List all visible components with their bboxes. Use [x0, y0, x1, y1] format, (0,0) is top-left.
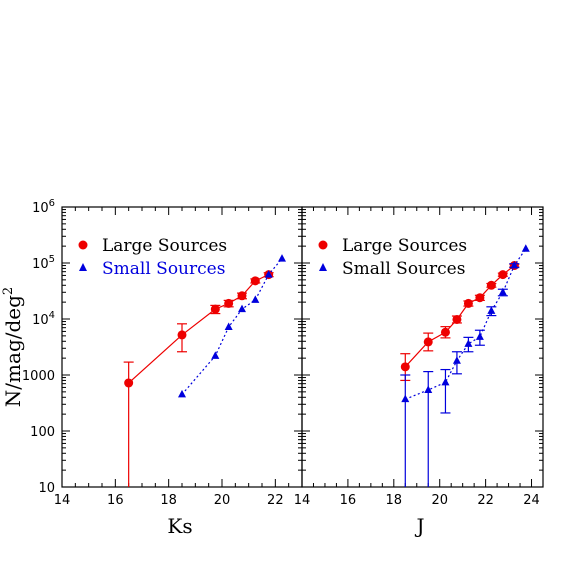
- legend-label: Small Sources: [342, 259, 465, 279]
- data-point: [498, 270, 508, 280]
- data-point: [178, 389, 186, 398]
- panel-left: 14 16 18 20 22 10 100 1000 104 105 106 Ks N/mag/deg2…: [1, 198, 303, 538]
- data-point: [521, 244, 530, 252]
- data-point: [224, 322, 233, 330]
- x-tick-label: 16: [340, 493, 357, 508]
- data-point: [452, 314, 462, 324]
- y-tick-label: 100: [30, 425, 55, 440]
- data-point: [487, 306, 496, 314]
- data-point: [498, 287, 507, 296]
- data-point: [400, 362, 410, 372]
- data-point: [463, 298, 473, 308]
- data-point: [238, 304, 246, 313]
- data-point: [250, 276, 260, 286]
- series-small-sources: Small Sources: [79, 254, 286, 398]
- data-point: [237, 291, 247, 301]
- x-axis-label: J: [414, 514, 424, 538]
- legend-label: Large Sources: [342, 236, 467, 256]
- y-tick-label: 106: [32, 198, 55, 216]
- y-tick-label: 1000: [22, 369, 55, 384]
- data-point: [452, 356, 461, 364]
- data-point: [251, 295, 260, 303]
- data-point: [441, 377, 450, 386]
- y-axis-label: N/mag/deg2: [1, 287, 25, 407]
- data-point: [440, 327, 450, 337]
- x-axis-label: Ks: [167, 514, 192, 538]
- data-point: [510, 261, 519, 269]
- data-point: [464, 339, 473, 347]
- legend-label: Small Sources: [102, 259, 225, 279]
- x-tick-label: 20: [214, 493, 231, 508]
- legend-label: Large Sources: [102, 236, 227, 256]
- y-tick-label: 105: [32, 254, 55, 272]
- x-tick-label: 14: [54, 493, 71, 508]
- data-point: [210, 304, 220, 314]
- data-point: [475, 293, 485, 303]
- data-point: [423, 337, 433, 347]
- data-point: [424, 385, 433, 393]
- x-tick-label: 22: [477, 493, 494, 508]
- series-large-sources: Large Sources: [78, 236, 274, 487]
- data-point: [177, 330, 187, 340]
- y-tick-label: 104: [32, 310, 55, 328]
- data-point: [124, 378, 134, 388]
- x-tick-label: 18: [160, 493, 177, 508]
- legend-marker: [78, 240, 88, 250]
- x-tick-label: 22: [267, 493, 284, 508]
- data-point: [401, 394, 410, 403]
- data-point: [486, 280, 496, 290]
- series-line: [405, 248, 527, 400]
- legend-marker: [79, 263, 87, 271]
- legend-marker: [319, 263, 327, 271]
- legend-marker: [318, 240, 328, 250]
- series-small-sources: Small Sources: [319, 244, 530, 487]
- x-tick-label: 24: [523, 493, 540, 508]
- x-tick-label: 14: [294, 493, 311, 508]
- plot-frame: [301, 206, 544, 488]
- x-tick-label: 16: [107, 493, 124, 508]
- data-point: [475, 332, 484, 340]
- data-point: [224, 298, 234, 308]
- data-point: [264, 270, 273, 278]
- data-point: [211, 351, 220, 359]
- data-point: [278, 254, 286, 262]
- x-tick-label: 18: [386, 493, 403, 508]
- series-line: [128, 274, 269, 384]
- x-tick-label: 20: [431, 493, 448, 508]
- panel-right: 14 16 18 20 22 24 J Large Sources Small Sources: [294, 206, 544, 538]
- series-large-sources: Large Sources: [318, 236, 520, 382]
- y-tick-label: 10: [38, 481, 55, 496]
